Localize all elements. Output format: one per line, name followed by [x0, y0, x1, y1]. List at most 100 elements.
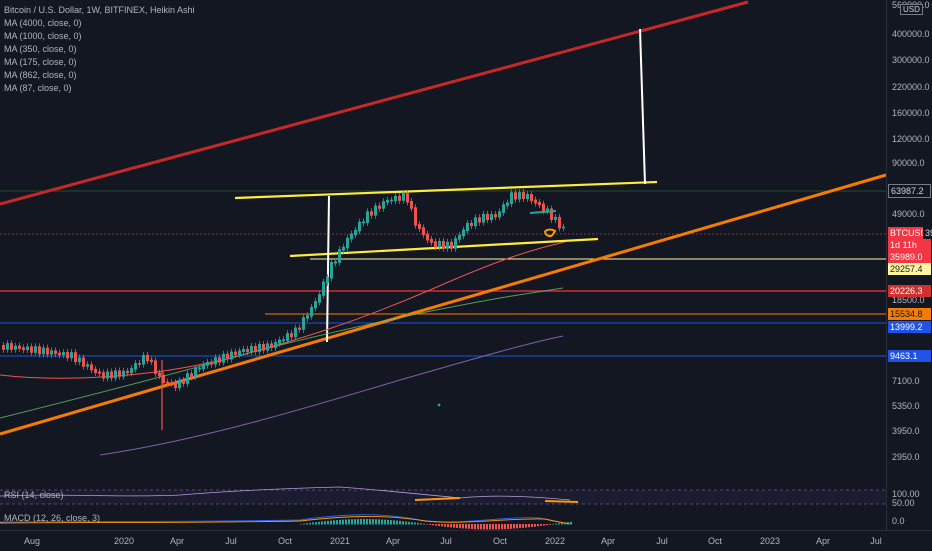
price-tick: 3950.0 — [892, 426, 920, 436]
candle-body — [82, 357, 85, 367]
candle-body — [326, 277, 329, 284]
candle-body — [234, 351, 237, 356]
symbol-label: BTCUSD — [888, 227, 928, 239]
candle-body — [146, 354, 149, 362]
candle-body — [350, 233, 353, 240]
macd-bar — [363, 519, 365, 525]
candle-body — [314, 301, 317, 309]
candlestick-series — [2, 189, 565, 430]
rsi-pane — [0, 486, 886, 505]
legend-ma[interactable]: MA (1000, close, 0) — [4, 31, 82, 41]
legend-ma[interactable]: MA (862, close, 0) — [4, 70, 77, 80]
time-tick: Apr — [600, 536, 616, 546]
macd-bar — [495, 524, 497, 530]
macd-bar — [306, 523, 308, 525]
macd-bar — [303, 523, 305, 525]
time-tick: Apr — [169, 536, 185, 546]
price-tick: 5350.0 — [892, 401, 920, 411]
macd-bar — [489, 524, 491, 530]
candle-body — [246, 348, 249, 353]
candle-body — [38, 346, 41, 355]
legend-ma[interactable]: MA (87, close, 0) — [4, 83, 72, 93]
candle-body — [2, 345, 5, 350]
candle-body — [534, 199, 537, 204]
candle-body — [210, 361, 213, 365]
macd-bar — [354, 519, 356, 525]
macd-bar — [300, 524, 302, 525]
candle-body — [142, 354, 145, 365]
candle-body — [530, 193, 533, 202]
macd-bar — [561, 522, 563, 525]
price-tick: 2950.0 — [892, 452, 920, 462]
macd-bar — [501, 524, 503, 530]
candle-body — [482, 213, 485, 223]
candle-body — [470, 222, 473, 227]
candle-body — [486, 213, 489, 221]
candle-body — [442, 240, 445, 249]
legend-ma[interactable]: MA (175, close, 0) — [4, 57, 77, 67]
candle-body — [106, 371, 109, 379]
macd-bar — [423, 523, 425, 525]
macd-bar — [549, 524, 551, 525]
macd-bar — [315, 522, 317, 525]
macd-bar — [327, 520, 329, 525]
candle-body — [394, 195, 397, 202]
price-axis[interactable]: 560000.0 USD 400000.0 300000.0 220000.0 … — [886, 0, 932, 530]
candle-body — [294, 327, 297, 338]
candle-body — [370, 211, 373, 216]
macd-bar — [417, 522, 419, 525]
candle-body — [222, 353, 225, 363]
candle-body — [282, 339, 285, 342]
time-axis[interactable]: Aug 2020 Apr Jul Oct 2021 Apr Jul Oct 20… — [0, 530, 932, 551]
macd-bar — [531, 524, 533, 527]
ma-dot — [437, 403, 441, 407]
time-tick: Oct — [492, 536, 508, 546]
macd-bar — [456, 524, 458, 528]
candle-body — [554, 216, 557, 220]
candle-body — [430, 238, 433, 243]
macd-line — [0, 514, 571, 525]
macd-bar — [375, 519, 377, 525]
macd-bar — [414, 522, 416, 525]
channel-top-line — [0, 0, 749, 206]
candle-body — [398, 195, 401, 201]
candle-body — [198, 367, 201, 370]
ma-red-line — [0, 241, 566, 379]
time-tick: Aug — [23, 536, 41, 546]
currency-badge[interactable]: USD — [900, 4, 923, 15]
legend-ma[interactable]: MA (350, close, 0) — [4, 44, 77, 54]
macd-bar — [384, 519, 386, 525]
price-chart[interactable] — [0, 0, 886, 530]
candle-body — [10, 343, 13, 350]
candle-body — [214, 357, 217, 365]
macd-bar — [510, 524, 512, 529]
macd-bar — [459, 524, 461, 529]
candle-body — [270, 343, 273, 348]
macd-bar — [465, 524, 467, 529]
candle-body — [450, 241, 453, 249]
macd-bar — [390, 520, 392, 525]
time-tick: 2020 — [113, 536, 135, 546]
candle-body — [34, 346, 37, 353]
candle-body — [50, 350, 53, 355]
macd-bar — [453, 524, 455, 528]
candle-body — [258, 344, 261, 353]
time-tick: 2021 — [329, 536, 351, 546]
candle-body — [506, 202, 509, 206]
candle-body — [162, 374, 165, 384]
candle-body — [406, 192, 409, 203]
price-tick: 160000.0 — [892, 108, 930, 118]
candle-body — [438, 240, 441, 248]
candle-body — [526, 193, 529, 199]
time-tick: Jul — [870, 536, 882, 546]
legend-ma[interactable]: MA (4000, close, 0) — [4, 18, 82, 28]
candle-body — [138, 363, 141, 365]
macd-bar — [408, 521, 410, 525]
candle-body — [22, 347, 25, 351]
macd-bar — [396, 520, 398, 525]
measure-line-2 — [639, 28, 646, 185]
candle-body — [186, 373, 189, 384]
macd-bar — [318, 521, 320, 525]
macd-bar — [528, 524, 530, 528]
price-label: 63987.2 — [888, 184, 931, 198]
